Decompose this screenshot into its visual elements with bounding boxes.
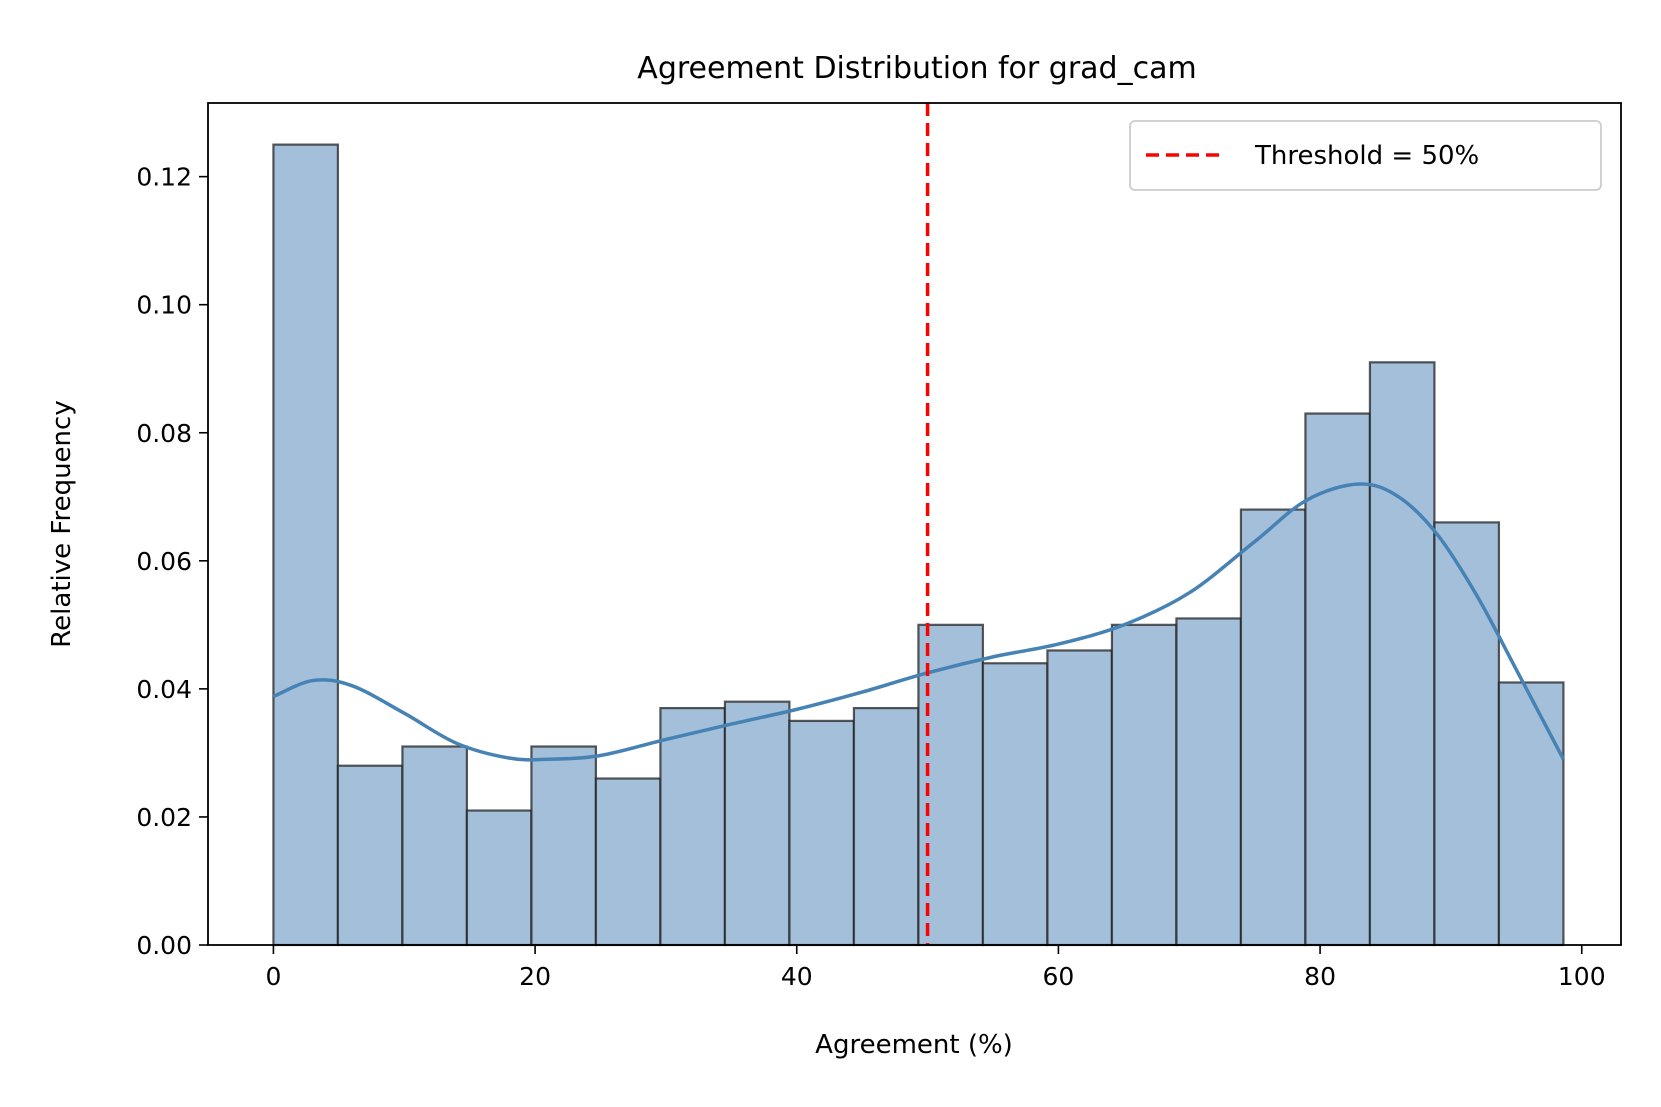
- y-tick-label: 0.08: [136, 419, 192, 448]
- histogram-bar: [465, 809, 533, 947]
- y-axis-ticks: 0.00 0.02 0.04 0.06 0.08 0.10 0.12: [136, 163, 208, 960]
- histogram-bar: [1433, 521, 1501, 947]
- y-tick-label: 0.04: [136, 675, 192, 704]
- histogram-bar: [852, 706, 920, 947]
- histogram-bar: [401, 745, 469, 947]
- histogram-bar: [272, 143, 340, 947]
- y-tick-label: 0.02: [136, 803, 192, 832]
- histogram-bar: [336, 764, 404, 947]
- histogram-bar: [1110, 623, 1178, 947]
- x-tick-label: 80: [1304, 962, 1336, 991]
- histogram-bar: [594, 777, 662, 947]
- histogram-bar: [1239, 508, 1307, 947]
- plot-area-frame: [207, 102, 1622, 946]
- x-axis-ticks: 0 20 40 60 80 100: [265, 945, 1606, 991]
- histogram-bar: [659, 706, 727, 947]
- histogram-bar: [1175, 617, 1243, 947]
- x-tick-label: 100: [1558, 962, 1606, 991]
- histogram-bar: [788, 719, 856, 947]
- histogram-bar: [1497, 681, 1565, 947]
- histogram-bar: [530, 745, 598, 947]
- y-axis-label: Relative Frequency: [47, 400, 77, 647]
- histogram-bar: [1368, 361, 1436, 947]
- histogram-bar: [723, 700, 791, 947]
- legend: Threshold = 50%: [1129, 120, 1602, 191]
- histogram-bar: [981, 662, 1049, 947]
- kde-curve-group: [272, 482, 1565, 762]
- y-tick-label: 0.06: [136, 547, 192, 576]
- y-tick-label: 0.12: [136, 163, 192, 192]
- x-tick-label: 20: [519, 962, 551, 991]
- histogram-bar: [1304, 412, 1372, 947]
- x-tick-label: 40: [781, 962, 813, 991]
- x-tick-label: 60: [1043, 962, 1075, 991]
- kde-curve: [272, 482, 1565, 762]
- histogram-bar: [1046, 649, 1114, 947]
- x-axis-label: Agreement (%): [815, 1030, 1013, 1060]
- legend-threshold-label: Threshold = 50%: [1254, 141, 1479, 171]
- y-tick-label: 0.00: [136, 931, 192, 960]
- y-tick-label: 0.10: [136, 291, 192, 320]
- legend-box: [1129, 120, 1602, 191]
- x-tick-label: 0: [265, 962, 281, 991]
- chart-title: Agreement Distribution for grad_cam: [637, 51, 1196, 86]
